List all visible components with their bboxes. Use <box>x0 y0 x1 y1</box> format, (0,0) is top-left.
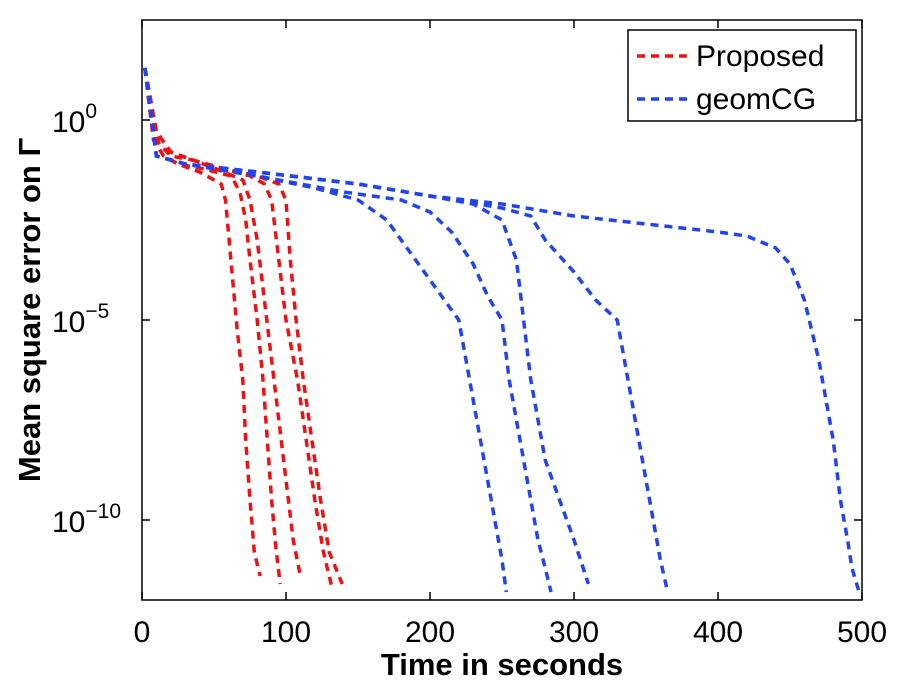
series-geomcg-curve-1 <box>143 67 509 593</box>
series-geomcg-curve-3 <box>143 67 591 585</box>
x-tick-label-200: 200 <box>405 616 455 649</box>
series-proposed-curve-3 <box>143 67 303 577</box>
y-tick-label--5: 10−5 <box>52 300 109 339</box>
y-tick-label--10: 10−10 <box>52 500 121 539</box>
series-proposed-curve-2 <box>143 67 282 585</box>
legend-box <box>627 29 857 122</box>
y-axis-title: Mean square error on Γ <box>12 138 47 483</box>
legend-label-geomcg: geomCG <box>696 83 816 116</box>
legend-label-proposed: Proposed <box>696 40 824 73</box>
curves-layer <box>143 67 861 593</box>
series-proposed-curve-5 <box>143 67 344 585</box>
y-tick-label-0: 100 <box>52 100 97 139</box>
x-tick-label-400: 400 <box>693 616 743 649</box>
plot-frame <box>141 19 863 601</box>
ticks-layer: 0 100 200 300 400 500 100 10−5 10−10 <box>52 20 887 649</box>
x-tick-label-300: 300 <box>549 616 599 649</box>
x-axis-title: Time in seconds <box>381 647 623 682</box>
x-tick-label-0: 0 <box>134 616 151 649</box>
x-tick-label-100: 100 <box>261 616 311 649</box>
series-geomcg-curve-4 <box>143 67 670 593</box>
x-tick-label-500: 500 <box>837 616 887 649</box>
legend: Proposed geomCG <box>627 29 857 122</box>
series-geomcg-curve-2 <box>143 67 553 593</box>
series-geomcg-curve-5 <box>143 67 861 593</box>
series-proposed-curve-1 <box>143 67 262 577</box>
